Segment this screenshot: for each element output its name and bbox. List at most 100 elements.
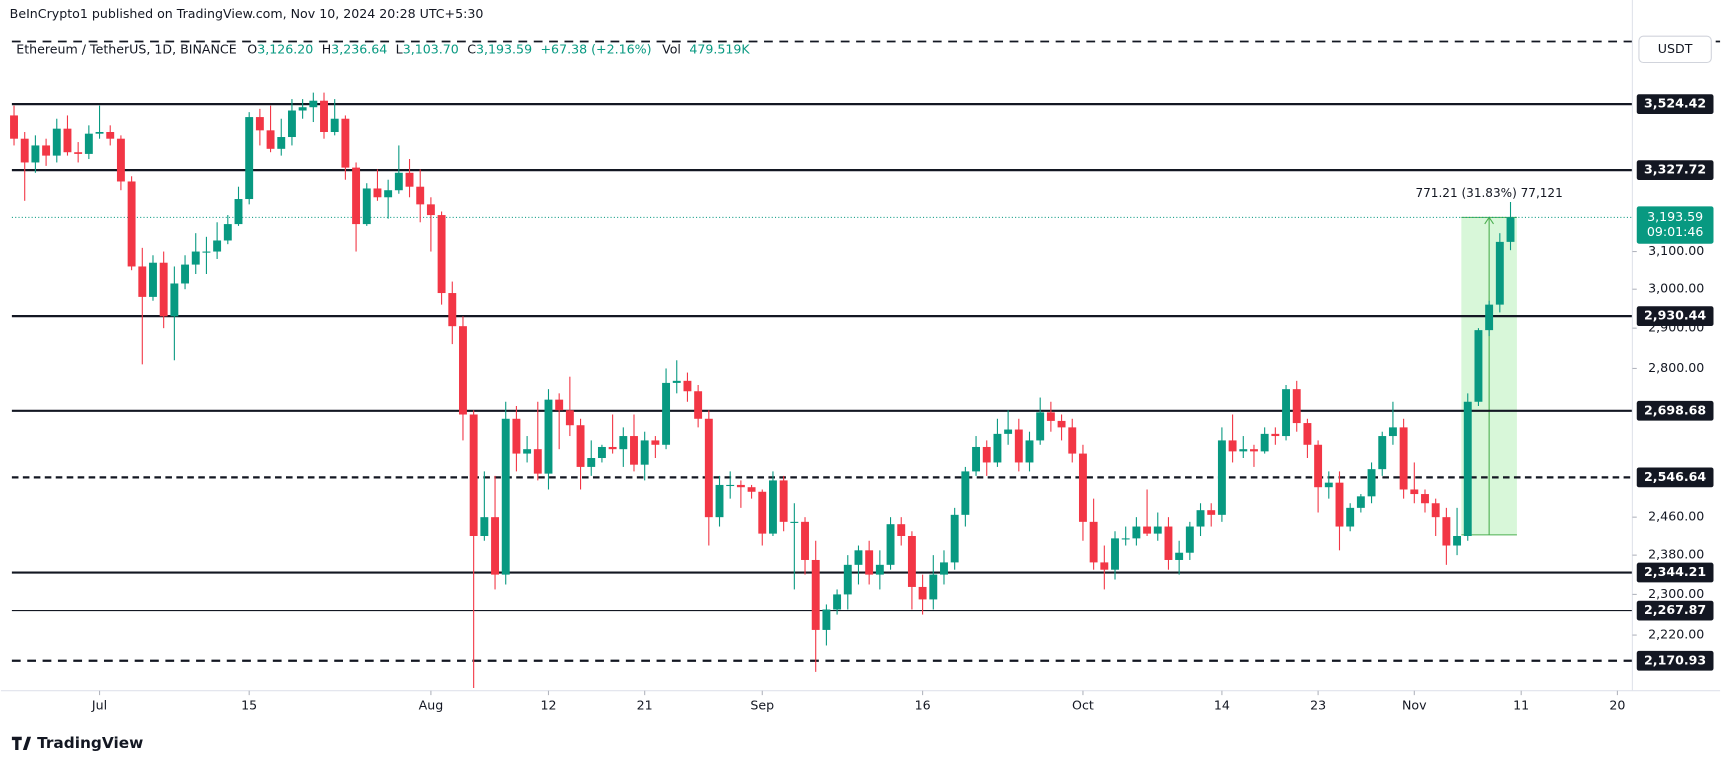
candle-body: [384, 190, 393, 198]
candle-body: [20, 138, 29, 163]
candle-body: [1314, 444, 1323, 488]
candle-body: [330, 118, 339, 133]
candle-body: [1442, 517, 1451, 546]
footer-logo: TradingView: [11, 734, 143, 752]
last-price-box: [1636, 206, 1714, 244]
candle-body: [790, 521, 799, 523]
candle-body: [234, 199, 243, 225]
candle-body: [662, 382, 671, 445]
candle-body: [1250, 449, 1258, 452]
level-label: 2,267.87: [1644, 602, 1706, 617]
candle-body: [694, 391, 703, 419]
candle-body: [1378, 436, 1387, 470]
candle-body: [608, 446, 617, 450]
candle-body: [213, 240, 222, 252]
candle-body: [1153, 526, 1162, 534]
candle-body: [405, 172, 414, 187]
x-tick-label: Sep: [750, 698, 774, 713]
candle-body: [42, 145, 51, 156]
level-label: 3,327.72: [1644, 162, 1706, 177]
currency[interactable]: USDT: [1658, 41, 1693, 56]
candle-body: [245, 117, 254, 200]
candle-body: [202, 251, 211, 253]
candle-body: [106, 132, 115, 139]
candle-body: [875, 564, 884, 575]
level-label-box: [1636, 600, 1714, 621]
candle-body: [1453, 535, 1462, 546]
candle-body: [352, 167, 361, 225]
candle-body: [1025, 440, 1034, 463]
candle-body: [897, 524, 906, 536]
symbol-legend: Ethereum / TetherUS, 1D, BINANCE O3,126.…: [16, 41, 750, 56]
candle-body: [1303, 423, 1312, 445]
candle-body: [1057, 420, 1066, 428]
candle-body: [576, 425, 585, 467]
candle-body: [1239, 449, 1248, 452]
candle-body: [1356, 496, 1365, 508]
candle-body: [1164, 526, 1173, 560]
candle-body: [1207, 510, 1216, 515]
candle-body: [170, 283, 179, 317]
y-tick-label: 2,220.00: [1648, 627, 1704, 642]
candle-body: [961, 471, 970, 515]
candle-body: [63, 128, 72, 153]
legend-key: O: [247, 41, 257, 56]
candle-body: [1474, 330, 1483, 402]
candle-body: [1495, 241, 1504, 305]
candle-body: [651, 440, 660, 445]
candle-body: [74, 152, 83, 154]
candle-body: [191, 251, 200, 265]
candle-body: [597, 446, 606, 459]
candle-body: [587, 458, 596, 467]
candle-body: [159, 262, 168, 317]
x-tick-label: 15: [241, 698, 257, 713]
currency-button[interactable]: [1638, 35, 1712, 64]
candle-body: [362, 188, 371, 225]
candle-body: [865, 550, 874, 575]
candle-body: [84, 133, 93, 154]
level-label-box: [1636, 306, 1714, 327]
level-label-box: [1636, 467, 1714, 488]
x-tick-label: 11: [1513, 698, 1529, 713]
candle-body: [1046, 412, 1055, 421]
candle-body: [149, 262, 157, 297]
level-label-box: [1636, 400, 1714, 421]
candle-body: [640, 440, 649, 465]
candle-body: [1036, 412, 1045, 441]
candle-body: [1014, 429, 1023, 463]
candle-body: [715, 484, 724, 518]
candle-body: [1121, 538, 1130, 540]
legend-change: +67.38 (+2.16%): [541, 41, 652, 56]
x-tick-label: 14: [1214, 698, 1230, 713]
candle-body: [544, 399, 553, 474]
candle-body: [758, 491, 767, 534]
candle-body: [1292, 389, 1301, 424]
level-label: 2,546.64: [1644, 469, 1706, 484]
level-label-box: [1636, 562, 1714, 583]
level-label-box: [1636, 650, 1714, 671]
candle-body: [822, 609, 831, 630]
legend-value: 3,193.59: [476, 41, 532, 56]
brand: TradingView: [37, 734, 143, 752]
legend-value: 3,236.64: [331, 41, 387, 56]
candle-body: [416, 186, 425, 205]
candle-body: [940, 562, 948, 575]
candle-body: [950, 514, 959, 563]
y-tick-label: 2,800.00: [1648, 360, 1704, 375]
candle-body: [630, 436, 638, 465]
symbol: Ethereum / TetherUS, 1D, BINANCE: [16, 41, 236, 56]
candle-body: [437, 215, 446, 294]
candle-body: [277, 137, 286, 149]
candle-body: [1271, 433, 1280, 437]
candle-body: [801, 521, 809, 560]
candle-body: [341, 118, 350, 168]
candle-body: [1132, 526, 1141, 539]
legend-key: L: [396, 41, 403, 56]
candle-body: [1399, 427, 1408, 490]
candle-body: [181, 264, 190, 284]
publish-header: BeInCrypto1 published on TradingView.com…: [10, 6, 484, 21]
measure-label: 771.21 (31.83%) 77,121: [1415, 186, 1562, 200]
candle-body: [127, 181, 136, 267]
